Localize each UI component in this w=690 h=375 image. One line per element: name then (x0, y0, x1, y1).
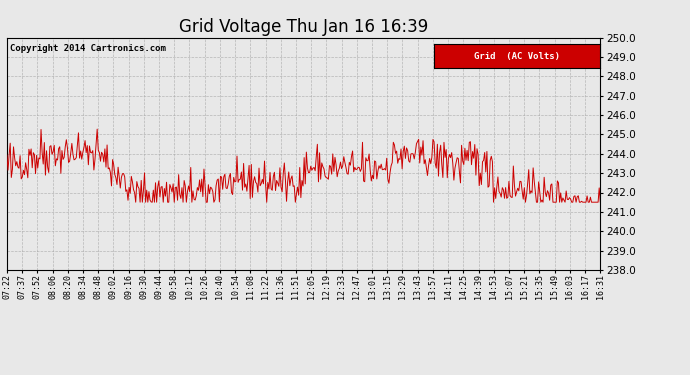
Title: Grid Voltage Thu Jan 16 16:39: Grid Voltage Thu Jan 16 16:39 (179, 18, 428, 36)
Text: Copyright 2014 Cartronics.com: Copyright 2014 Cartronics.com (10, 45, 166, 54)
